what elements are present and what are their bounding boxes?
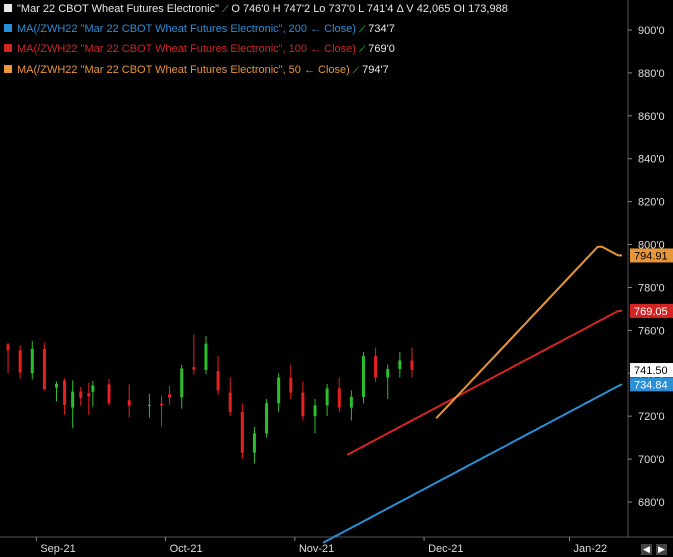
last-price-tag	[630, 363, 673, 378]
candle-body[interactable]	[107, 384, 111, 404]
legend-swatch	[4, 24, 12, 32]
candle-body[interactable]	[386, 368, 390, 378]
ma200-value: 734'7	[368, 23, 395, 35]
candle-body[interactable]	[216, 371, 220, 391]
y-tick-label: 760'0	[638, 325, 665, 337]
x-tick-label: Nov-21	[299, 543, 334, 555]
y-tick-label: 900'0	[638, 25, 665, 37]
last-price-label: 734.84	[634, 379, 668, 391]
ohlc-readout: O 746'0 H 747'2 Lo 737'0 L 741'4 Δ V 42,…	[231, 3, 508, 15]
x-tick-label: Dec-21	[428, 543, 463, 555]
y-tick-label: 720'0	[638, 411, 665, 423]
x-tick-label: Sep-21	[40, 543, 75, 555]
legend-symbol: "Mar 22 CBOT Wheat Futures Electronic" ⟋ O…	[4, 2, 508, 16]
last-price-tag	[630, 377, 673, 392]
candle-body[interactable]	[301, 392, 305, 417]
y-tick-label: 840'0	[638, 154, 665, 166]
candle-body[interactable]	[87, 393, 91, 397]
candle-body[interactable]	[289, 377, 293, 393]
candle-body[interactable]	[30, 348, 34, 374]
sparkline-icon[interactable]: ⟋	[222, 4, 229, 14]
ma100-label: MA(/ZWH22 "Mar 22 CBOT Wheat Futures Ele…	[17, 43, 356, 55]
ma50-label: MA(/ZWH22 "Mar 22 CBOT Wheat Futures Ele…	[17, 64, 350, 76]
last-price-label: 769.05	[634, 306, 668, 318]
legend-ma100: MA(/ZWH22 "Mar 22 CBOT Wheat Futures Ele…	[4, 42, 395, 56]
candle-body[interactable]	[160, 403, 164, 406]
candle-body[interactable]	[204, 343, 208, 371]
arrow-right-icon[interactable]: ▶	[656, 544, 667, 555]
symbol-label: "Mar 22 CBOT Wheat Futures Electronic"	[17, 3, 220, 15]
legend-swatch	[4, 65, 12, 73]
ma100-value: 769'0	[368, 43, 395, 55]
candle-body[interactable]	[42, 349, 46, 390]
y-tick-label: 820'0	[638, 197, 665, 209]
y-tick-label: 880'0	[638, 68, 665, 80]
last-price-label: 741.50	[634, 365, 668, 377]
candle-body[interactable]	[313, 405, 317, 417]
legend-ma200: MA(/ZWH22 "Mar 22 CBOT Wheat Futures Ele…	[4, 22, 395, 36]
candle-body[interactable]	[277, 377, 281, 404]
ma50-line	[435, 245, 623, 419]
candle-body[interactable]	[18, 350, 22, 373]
sparkline-icon[interactable]: ⟋	[358, 44, 366, 54]
y-tick-label: 700'0	[638, 454, 665, 466]
candle-body[interactable]	[410, 360, 414, 371]
candle-body[interactable]	[55, 383, 59, 388]
candle-body[interactable]	[374, 356, 378, 378]
legend-swatch	[4, 4, 12, 12]
sparkline-icon[interactable]: ⟋	[358, 24, 366, 34]
candle-body[interactable]	[337, 388, 341, 408]
legend-swatch	[4, 44, 12, 52]
candle-body[interactable]	[71, 391, 75, 408]
candle-body[interactable]	[398, 360, 402, 369]
candle-body[interactable]	[63, 380, 67, 405]
candle-body[interactable]	[265, 403, 269, 434]
candle-body[interactable]	[180, 368, 184, 398]
candle-body[interactable]	[349, 396, 353, 408]
y-tick-label: 780'0	[638, 282, 665, 294]
x-tick-label: Oct-21	[170, 543, 203, 555]
candle-body[interactable]	[252, 433, 256, 453]
last-price-tag	[630, 303, 673, 318]
ma200-label: MA(/ZWH22 "Mar 22 CBOT Wheat Futures Ele…	[17, 23, 356, 35]
y-tick-label: 860'0	[638, 111, 665, 123]
candle-body[interactable]	[325, 388, 329, 406]
ma200-line	[322, 383, 623, 544]
candle-body[interactable]	[79, 391, 83, 398]
candle-body[interactable]	[91, 385, 95, 392]
candle-body[interactable]	[168, 394, 172, 398]
ma100-line	[346, 309, 623, 456]
candle-body[interactable]	[6, 344, 10, 351]
candle-body[interactable]	[228, 392, 232, 412]
sparkline-icon[interactable]: ⟋	[352, 65, 360, 75]
candle-body[interactable]	[147, 404, 151, 406]
candle-body[interactable]	[192, 367, 196, 370]
last-price-label: 794.91	[634, 250, 668, 262]
arrow-left-icon[interactable]: ◀	[641, 544, 652, 555]
candle-body[interactable]	[361, 356, 365, 397]
candle-body[interactable]	[240, 411, 244, 453]
legend-ma50: MA(/ZWH22 "Mar 22 CBOT Wheat Futures Ele…	[4, 63, 389, 77]
ma50-value: 794'7	[362, 64, 389, 76]
x-tick-label: Jan-22	[573, 543, 607, 555]
candle-body[interactable]	[127, 400, 131, 406]
y-tick-label: 680'0	[638, 497, 665, 509]
last-price-tag	[630, 248, 673, 263]
